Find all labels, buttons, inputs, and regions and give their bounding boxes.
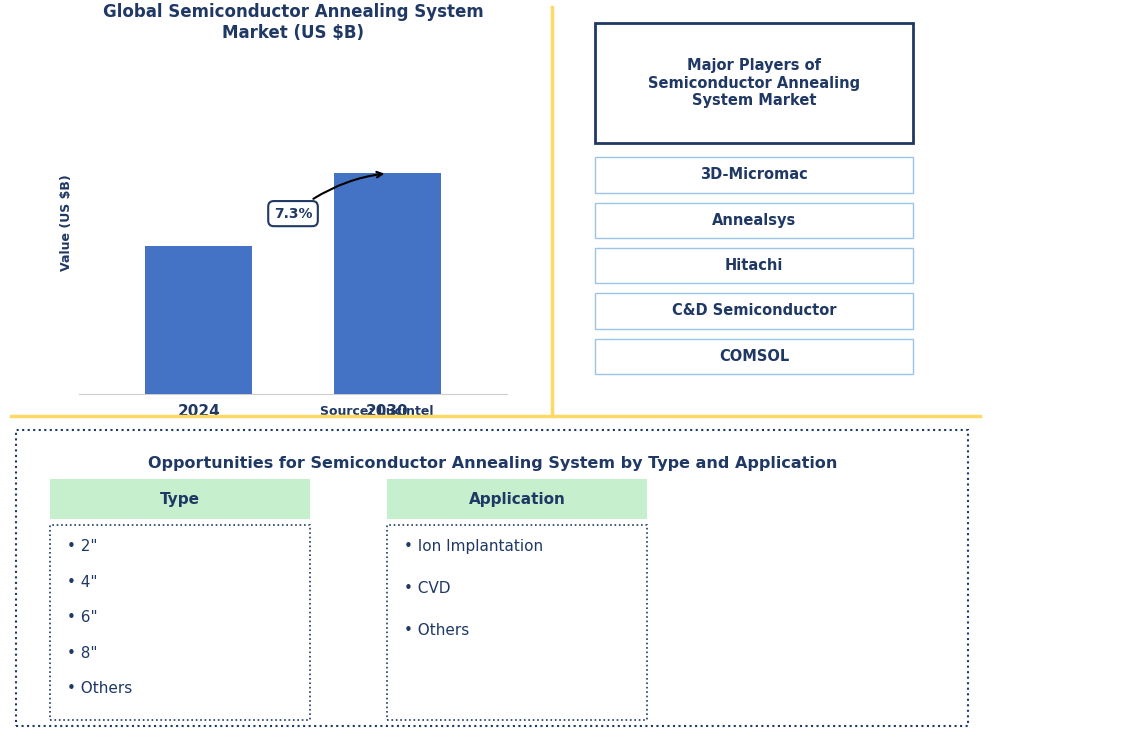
FancyBboxPatch shape xyxy=(595,203,913,238)
Bar xyxy=(145,246,252,394)
Text: • 6": • 6" xyxy=(68,610,98,626)
Text: COMSOL: COMSOL xyxy=(719,348,789,364)
Text: C&D Semiconductor: C&D Semiconductor xyxy=(672,303,836,319)
Text: • Ion Implantation: • Ion Implantation xyxy=(405,539,543,554)
Text: Opportunities for Semiconductor Annealing System by Type and Application: Opportunities for Semiconductor Annealin… xyxy=(149,456,837,471)
Text: • Others: • Others xyxy=(68,681,132,696)
Text: Source: Lucintel: Source: Lucintel xyxy=(320,405,434,418)
FancyBboxPatch shape xyxy=(50,479,310,519)
FancyBboxPatch shape xyxy=(595,293,913,328)
Text: Major Players of
Semiconductor Annealing
System Market: Major Players of Semiconductor Annealing… xyxy=(648,58,860,108)
FancyBboxPatch shape xyxy=(595,23,913,143)
Text: Type: Type xyxy=(160,492,199,507)
Text: Hitachi: Hitachi xyxy=(725,258,783,273)
Bar xyxy=(334,173,441,394)
FancyBboxPatch shape xyxy=(595,248,913,283)
Text: • Others: • Others xyxy=(405,623,470,637)
Text: • 4": • 4" xyxy=(68,575,98,590)
Text: 7.3%: 7.3% xyxy=(274,172,382,221)
Text: Application: Application xyxy=(469,492,566,507)
FancyBboxPatch shape xyxy=(595,158,913,192)
Y-axis label: Value (US $B): Value (US $B) xyxy=(61,175,73,271)
FancyBboxPatch shape xyxy=(387,525,647,719)
FancyBboxPatch shape xyxy=(50,525,310,719)
Text: • 8": • 8" xyxy=(68,646,98,661)
Title: Global Semiconductor Annealing System
Market (US $B): Global Semiconductor Annealing System Ma… xyxy=(103,3,483,42)
Text: Annealsys: Annealsys xyxy=(712,212,797,228)
FancyBboxPatch shape xyxy=(387,479,647,519)
FancyBboxPatch shape xyxy=(595,339,913,374)
Text: • 2": • 2" xyxy=(68,539,98,554)
FancyBboxPatch shape xyxy=(16,429,968,726)
Text: • CVD: • CVD xyxy=(405,581,451,596)
Text: 3D-Micromac: 3D-Micromac xyxy=(700,167,808,183)
